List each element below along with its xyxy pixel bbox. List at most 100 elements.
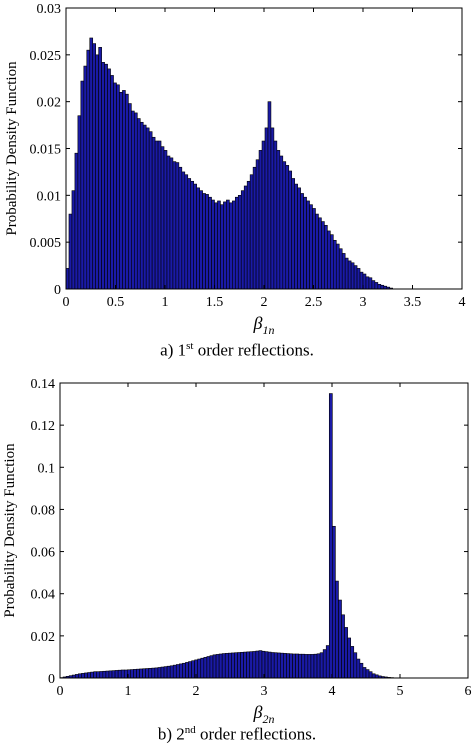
- histogram-bar: [310, 654, 315, 679]
- histogram-bar: [142, 668, 146, 679]
- y-tick-label: 0.12: [31, 419, 56, 434]
- histogram-bar: [353, 265, 358, 290]
- x-tick-label: 2: [261, 295, 268, 310]
- histogram-bar: [261, 140, 266, 290]
- histogram-bar: [289, 653, 293, 679]
- histogram-bar: [319, 652, 324, 679]
- histogram-bar: [128, 103, 132, 290]
- histogram-chart-2nd-order: 0 1 2 3 4 5 6 0 0.02 0.04 0.06 0.08 0.1 0.12 0.14 Proba…: [2, 377, 472, 724]
- histogram-bar: [214, 202, 218, 290]
- histogram-bar: [139, 121, 144, 290]
- histogram-bar: [283, 653, 287, 679]
- histogram-bar: [344, 257, 349, 290]
- histogram-bar: [125, 93, 129, 290]
- x-tick-label: 4: [459, 295, 466, 310]
- histogram-bar: [123, 669, 128, 679]
- histogram-bar: [148, 131, 153, 290]
- histogram-bar: [84, 672, 88, 679]
- histogram-bar: [316, 653, 321, 679]
- y-axis-label: Probability Density Function: [2, 443, 18, 618]
- histogram-bar: [270, 652, 275, 679]
- histogram-bar: [322, 649, 327, 679]
- histogram-bar: [217, 200, 221, 290]
- histogram-bar: [237, 195, 242, 290]
- x-tick-label: 2.5: [305, 295, 323, 310]
- histogram-bar: [209, 655, 214, 679]
- histogram-bar: [341, 614, 345, 679]
- histogram-bar: [228, 652, 232, 679]
- histogram-bar: [327, 230, 331, 290]
- x-tick-label: 1: [162, 295, 169, 310]
- histogram-bar: [338, 248, 343, 290]
- histogram-bar: [288, 170, 293, 290]
- histogram-bar: [134, 112, 138, 290]
- caption-superscript: nd: [184, 724, 196, 736]
- histogram-bar: [252, 166, 257, 290]
- histogram-bar: [226, 199, 230, 290]
- y-tick-label: 0.02: [37, 96, 62, 111]
- histogram-bar: [303, 196, 307, 290]
- histogram-bar: [169, 157, 174, 290]
- histogram-bar: [99, 671, 104, 679]
- histogram-bar: [292, 653, 296, 679]
- histogram-bar: [324, 225, 328, 290]
- x-tick-label: 3.5: [404, 295, 422, 310]
- histogram-bar: [75, 674, 79, 679]
- histogram-bar: [193, 183, 197, 290]
- histogram-bar: [199, 190, 203, 290]
- histogram-bar: [178, 166, 183, 290]
- histogram-bar: [309, 204, 313, 290]
- histogram-bar: [205, 194, 209, 290]
- histogram-bar: [294, 183, 298, 290]
- histogram-bar: [182, 662, 186, 679]
- x-axis-label-symbol: β: [253, 313, 263, 333]
- histogram-bar: [335, 243, 340, 290]
- histogram-bar: [353, 652, 358, 679]
- histogram-chart-1st-order: 0 0.5 1 1.5 2 2.5 3 3.5 4 0 0.005 0.01 0.015 0.02 0.02…: [4, 2, 466, 337]
- caption-suffix: order reflections.: [193, 340, 314, 360]
- histogram-bar: [102, 670, 107, 679]
- histogram-bar: [291, 178, 295, 290]
- histogram-bar: [196, 187, 200, 290]
- caption-superscript: st: [186, 340, 194, 352]
- histogram-bar: [273, 652, 278, 679]
- y-tick-label: 0.03: [37, 2, 62, 17]
- caption-suffix: order reflections.: [195, 724, 317, 744]
- histogram-bar: [160, 666, 165, 679]
- histogram-bar: [341, 253, 346, 290]
- histogram-bar: [151, 136, 156, 290]
- histogram-bar: [276, 652, 281, 679]
- histogram-bar: [212, 654, 217, 679]
- histogram-bar: [295, 653, 299, 679]
- histogram-bar: [208, 196, 212, 290]
- histogram-bar: [68, 213, 73, 290]
- histogram-bar: [114, 670, 119, 679]
- histogram-bar: [330, 234, 334, 290]
- histogram-bar: [221, 653, 226, 679]
- histogram-bar: [175, 664, 180, 679]
- x-axis-label: β2n: [253, 702, 275, 724]
- histogram-bar: [191, 660, 195, 679]
- histogram-bar: [231, 652, 235, 679]
- histogram-bar: [92, 43, 97, 290]
- histogram-bar: [108, 670, 113, 679]
- histogram-bar: [282, 161, 287, 290]
- histogram-bar: [368, 277, 373, 290]
- x-axis-label-symbol: β: [253, 702, 263, 722]
- x-tick-label: 4: [329, 684, 336, 699]
- histogram-bar: [145, 668, 150, 679]
- histogram-bar: [273, 140, 278, 290]
- y-tick-label: 0.02: [31, 630, 56, 645]
- histogram-bar: [280, 652, 284, 679]
- histogram-bar: [276, 150, 281, 290]
- histogram-bar: [315, 213, 319, 290]
- histogram-bar: [229, 202, 233, 290]
- histogram-bar: [78, 673, 82, 679]
- histogram-bar: [270, 127, 275, 290]
- histogram-bar: [160, 146, 165, 290]
- histogram-bar: [335, 580, 339, 679]
- histogram-bar: [243, 185, 248, 290]
- histogram-bar: [166, 155, 171, 290]
- histogram-bar: [136, 668, 140, 679]
- histogram-bar: [347, 637, 352, 679]
